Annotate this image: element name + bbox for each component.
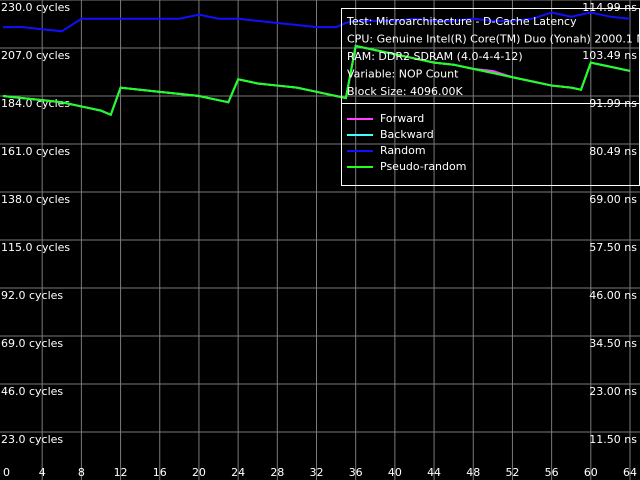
x-tick-label: 40 xyxy=(388,466,402,479)
y-tick-label: 46.0 cycles xyxy=(1,385,63,398)
x-tick-label: 56 xyxy=(545,466,559,479)
x-tick-label: 16 xyxy=(153,466,167,479)
legend-label: Random xyxy=(380,144,426,157)
y2-tick-label: 80.49 ns xyxy=(589,145,637,158)
y2-tick-label: 11.50 ns xyxy=(589,433,637,446)
series-line xyxy=(3,11,631,33)
x-tick-label: 64 xyxy=(623,466,637,479)
x-tick-label: 4 xyxy=(39,466,46,479)
y-tick-label: 161.0 cycles xyxy=(1,145,70,158)
y-tick-label: 115.0 cycles xyxy=(1,241,70,254)
x-tick-label: 32 xyxy=(310,466,324,479)
x-tick-label: 28 xyxy=(270,466,284,479)
x-tick-label: 52 xyxy=(505,466,519,479)
info-text: Test: Microarchitecture - D-Cache Latenc… xyxy=(346,15,577,28)
y-tick-label: 207.0 cycles xyxy=(1,49,70,62)
x-tick-label: 0 xyxy=(3,466,10,479)
legend-label: Backward xyxy=(380,128,434,141)
y-tick-label: 92.0 cycles xyxy=(1,289,63,302)
x-tick-label: 8 xyxy=(78,466,85,479)
y2-tick-label: 114.99 ns xyxy=(582,1,637,14)
x-tick-label: 36 xyxy=(349,466,363,479)
x-tick-label: 60 xyxy=(584,466,598,479)
y2-tick-label: 23.00 ns xyxy=(589,385,637,398)
y-tick-label: 184.0 cycles xyxy=(1,97,70,110)
info-text: Block Size: 4096.00K xyxy=(347,85,464,98)
x-tick-label: 20 xyxy=(192,466,206,479)
y2-tick-label: 34.50 ns xyxy=(589,337,637,350)
x-tick-label: 48 xyxy=(466,466,480,479)
series-line xyxy=(2,44,631,117)
y-tick-label: 23.0 cycles xyxy=(1,433,63,446)
info-text: Variable: NOP Count xyxy=(347,68,459,81)
legend-label: Pseudo-random xyxy=(380,160,466,173)
info-text: CPU: Genuine Intel(R) Core(TM) Duo (Yona… xyxy=(347,33,640,46)
y-tick-label: 230.0 cycles xyxy=(1,1,70,14)
y2-tick-label: 69.00 ns xyxy=(589,193,637,206)
y2-tick-label: 57.50 ns xyxy=(589,241,637,254)
x-tick-label: 44 xyxy=(427,466,441,479)
x-tick-label: 24 xyxy=(231,466,245,479)
y-tick-label: 69.0 cycles xyxy=(1,337,63,350)
legend-label: Forward xyxy=(380,112,424,125)
y-tick-label: 138.0 cycles xyxy=(1,193,70,206)
x-tick-label: 12 xyxy=(114,466,128,479)
y2-tick-label: 103.49 ns xyxy=(582,49,637,62)
info-text: RAM: DDR2 SDRAM (4.0-4-4-12) xyxy=(347,50,523,63)
y2-tick-label: 46.00 ns xyxy=(589,289,637,302)
